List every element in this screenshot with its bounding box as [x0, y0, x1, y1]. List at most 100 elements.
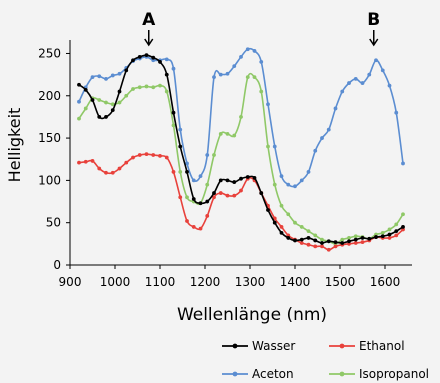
data-point: [124, 160, 129, 165]
x-tick-label: 1100: [145, 275, 176, 289]
data-point: [279, 225, 284, 229]
data-point: [380, 234, 385, 239]
x-tick-label: 1000: [100, 275, 131, 289]
data-point: [245, 75, 250, 80]
data-point: [320, 136, 324, 140]
data-point: [124, 93, 129, 98]
data-point: [272, 182, 277, 187]
data-point: [347, 81, 351, 85]
data-point: [380, 68, 385, 73]
data-point: [212, 153, 216, 157]
data-point: [394, 229, 399, 234]
data-point: [117, 71, 122, 76]
data-point: [104, 76, 108, 81]
data-point: [144, 53, 149, 58]
data-point: [286, 182, 291, 187]
data-point: [313, 233, 318, 238]
data-point: [340, 89, 345, 94]
data-point: [387, 236, 392, 240]
data-point: [117, 89, 122, 94]
data-point: [272, 220, 277, 225]
data-point: [90, 98, 95, 102]
data-point: [83, 106, 88, 111]
data-point: [131, 87, 135, 91]
data-point: [320, 237, 324, 242]
data-point: [387, 227, 392, 232]
data-point: [77, 160, 81, 165]
x-tick-label: 1500: [325, 275, 356, 289]
data-point: [158, 153, 162, 158]
x-tick-label: 1200: [190, 275, 221, 289]
data-point: [225, 71, 230, 76]
data-point: [191, 178, 196, 183]
data-point: [164, 89, 169, 94]
data-point: [360, 81, 365, 85]
legend-item-aceton: Aceton: [222, 367, 294, 381]
data-point: [326, 247, 331, 252]
data-point: [97, 115, 102, 119]
data-point: [394, 233, 399, 238]
data-point: [279, 230, 284, 235]
axes: 900 1000 1100 1200 1300 1400 1500 1600 0 50 100 150…: [38, 40, 412, 289]
legend-swatch-marker: [232, 343, 238, 349]
data-point: [380, 230, 385, 235]
data-point: [225, 178, 230, 183]
data-point: [259, 89, 264, 94]
annotation-label: A: [142, 10, 156, 30]
data-point: [205, 199, 210, 204]
data-point: [252, 175, 257, 180]
data-point: [333, 244, 338, 249]
data-point: [272, 144, 277, 149]
data-point: [306, 170, 311, 174]
legend: Wasser Ethanol Aceton Isopropanol: [222, 339, 429, 381]
data-point: [198, 201, 203, 206]
data-point: [232, 64, 237, 69]
data-point: [97, 166, 102, 171]
data-point: [77, 116, 81, 121]
legend-label: Ethanol: [359, 339, 405, 353]
data-point: [299, 178, 304, 183]
series-ethanol: [77, 152, 405, 252]
data-point: [218, 131, 223, 136]
y-tick-label: 0: [53, 258, 61, 272]
legend-label: Aceton: [252, 367, 294, 381]
data-point: [110, 102, 115, 107]
data-point: [110, 170, 115, 175]
data-point: [293, 184, 297, 189]
data-point: [320, 241, 324, 245]
data-point: [144, 84, 149, 89]
x-tick-label: 900: [59, 275, 82, 289]
data-point: [347, 239, 351, 244]
data-point: [185, 161, 189, 166]
data-point: [259, 60, 264, 64]
data-point: [353, 237, 358, 242]
data-point: [326, 127, 331, 132]
data-point: [158, 60, 162, 64]
data-point: [205, 214, 210, 218]
data-point: [266, 144, 270, 149]
data-point: [326, 239, 331, 244]
data-point: [313, 148, 318, 153]
data-point: [306, 236, 311, 240]
x-tick-label: 1300: [235, 275, 266, 289]
data-point: [225, 131, 230, 136]
data-point: [299, 225, 304, 229]
data-point: [144, 152, 149, 157]
data-point: [401, 161, 405, 166]
series-line: [78, 72, 404, 245]
y-tick-label: 250: [38, 46, 61, 60]
annotation-arrow-head: [144, 38, 154, 47]
data-point: [164, 57, 169, 62]
data-point: [279, 203, 284, 208]
data-point: [151, 153, 156, 157]
data-point: [272, 216, 277, 221]
data-point: [239, 188, 243, 193]
data-point: [90, 159, 95, 163]
data-point: [367, 72, 372, 77]
data-point: [266, 208, 270, 212]
x-axis-label: Wellenlänge (nm): [177, 305, 327, 325]
data-point: [77, 82, 81, 87]
data-point: [151, 55, 156, 60]
data-point: [353, 76, 358, 81]
